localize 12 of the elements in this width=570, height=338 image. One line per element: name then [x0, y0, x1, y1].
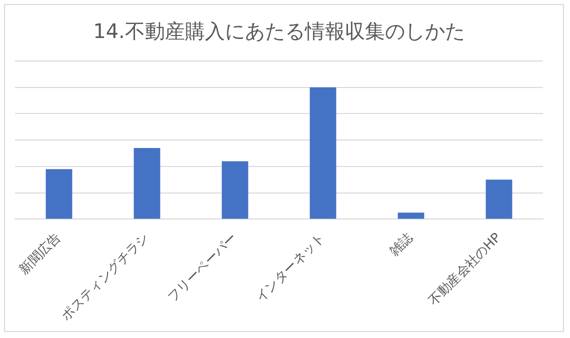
x-tick-label: インターネット [253, 230, 328, 306]
bar [486, 180, 512, 219]
bar [310, 87, 336, 219]
x-tick-label: 新聞広告 [16, 230, 64, 278]
bar [46, 169, 72, 219]
x-tick-label: 不動産会社のHP [425, 230, 504, 309]
x-tick-label: フリーペーパー [165, 230, 240, 306]
bar [398, 212, 424, 219]
bar [134, 148, 160, 219]
bar [222, 161, 248, 219]
chart-title: 14.不動産購入にあたる情報収集のしかた [93, 19, 465, 44]
x-tick-label: 雑誌 [387, 230, 416, 260]
